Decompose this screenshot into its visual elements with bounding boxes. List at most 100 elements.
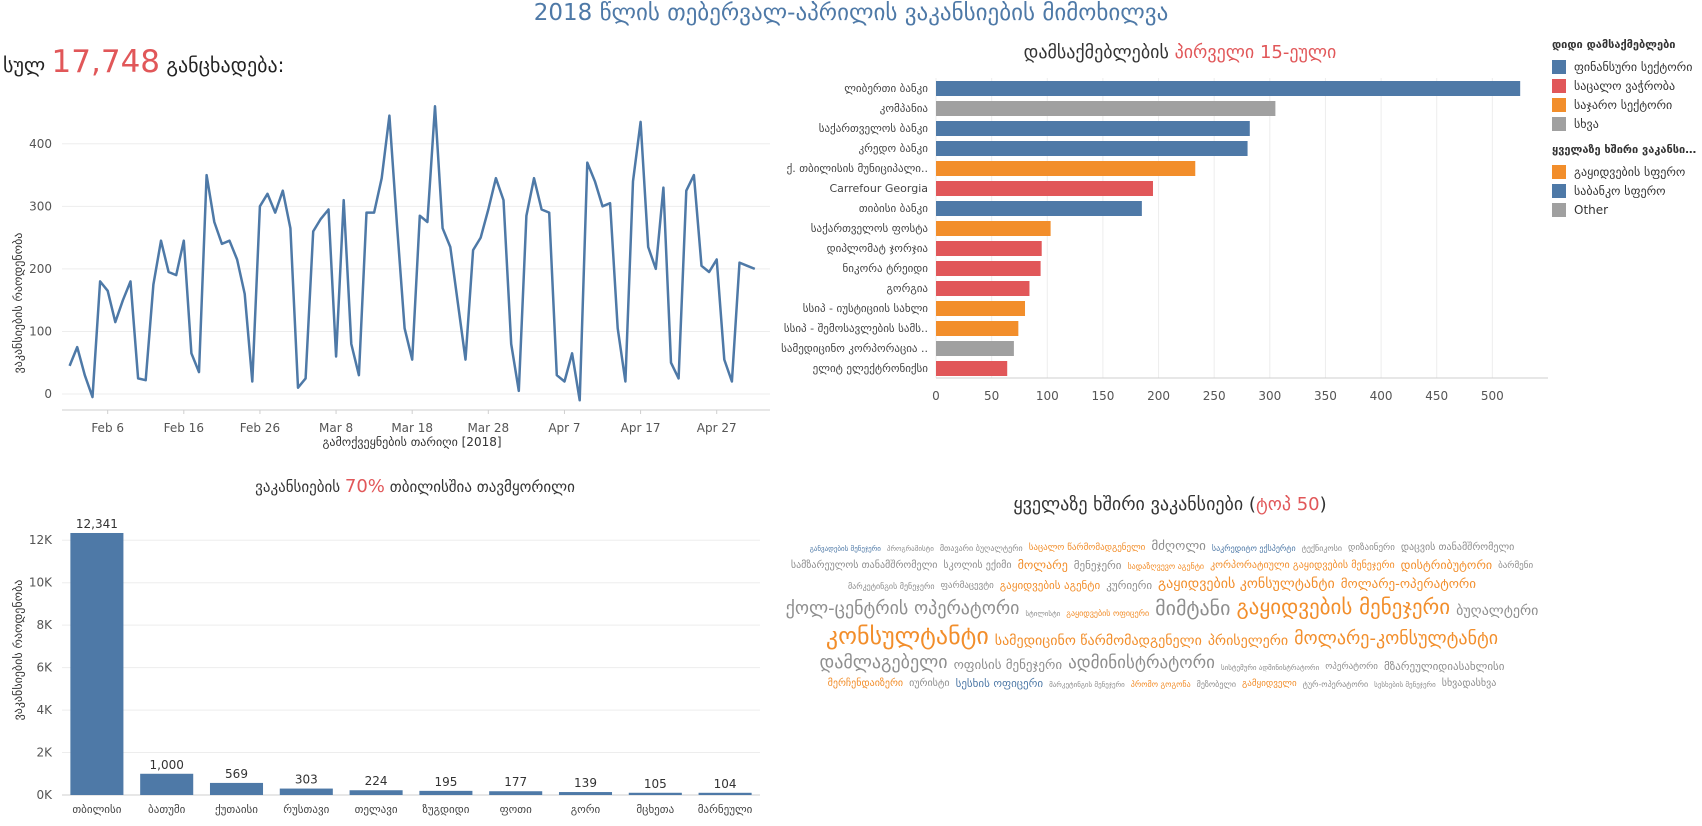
wordcloud-word[interactable]: სამზარეულოს თანამშრომელი bbox=[790, 560, 938, 571]
wordcloud-word[interactable]: ოფისის მენეჯერი bbox=[953, 658, 1063, 673]
wordcloud-word[interactable]: სესხის ოფიცერი bbox=[955, 677, 1044, 690]
cities-bar-chart: 12,341 1,000 569 303 224 195 177 139 105 104 თბილ… bbox=[11, 517, 760, 816]
wordcloud-word[interactable]: მარკეტინგის მენეჯერი bbox=[1049, 681, 1125, 689]
city-bar[interactable] bbox=[140, 773, 194, 795]
city-bar[interactable] bbox=[349, 790, 403, 795]
legend-item[interactable]: საბანკო სფერო bbox=[1552, 181, 1702, 200]
employer-label: საქართველოს ფოსტა bbox=[811, 222, 929, 235]
wordcloud-word[interactable]: კორპორატიული გაყიდვების მენეჯერი bbox=[1210, 560, 1395, 571]
wordcloud-word[interactable]: სესხების მენეჯერი bbox=[1374, 681, 1436, 689]
city-bar[interactable] bbox=[419, 790, 473, 795]
wordcloud-word[interactable]: დამლაგებელი bbox=[819, 652, 948, 673]
employer-bar[interactable] bbox=[936, 261, 1041, 276]
wordcloud-word[interactable]: მძღოლი bbox=[1151, 539, 1206, 554]
wordcloud-word[interactable]: პრისელერი bbox=[1207, 633, 1289, 649]
cities-y-tick: 4K bbox=[36, 703, 53, 717]
city-bar[interactable] bbox=[279, 788, 333, 795]
employer-bar[interactable] bbox=[936, 241, 1042, 256]
wordcloud-word[interactable]: ოპერატორი bbox=[1325, 662, 1378, 672]
cities-y-tick: 2K bbox=[36, 746, 53, 760]
wordcloud-word[interactable]: დიზაინერი bbox=[1348, 543, 1395, 553]
legend-item[interactable]: Other bbox=[1552, 200, 1702, 219]
employer-bar[interactable] bbox=[936, 141, 1248, 156]
wordcloud-word[interactable]: ბუღალტერი bbox=[1456, 603, 1539, 619]
wordcloud-word[interactable]: გაყიდვების მენეჯერი bbox=[1236, 595, 1451, 619]
wordcloud-word[interactable]: ტურ-ოპერატორი bbox=[1302, 680, 1369, 689]
wordcloud-word[interactable]: კონსულტანტი bbox=[825, 622, 989, 650]
wordcloud-word[interactable]: სტილისტი bbox=[1025, 610, 1061, 618]
wordcloud-word[interactable]: მოლარე-ოპერატორი bbox=[1340, 577, 1477, 592]
legend-item[interactable]: გაყიდვების სფერო bbox=[1552, 162, 1702, 181]
employer-bar[interactable] bbox=[936, 101, 1276, 116]
dashboard-title: 2018 წლის თებერვალ-აპრილის ვაკანსიების მ… bbox=[533, 0, 1169, 26]
wordcloud-word[interactable]: სადაზღვევო აგენტი bbox=[1127, 562, 1205, 571]
daily-postings-line-chart: 0 100 200 300 400 Feb 6 Feb 16 Feb 26 Mar 8 Mar … bbox=[11, 105, 770, 449]
legend-item[interactable]: ფინანსური სექტორი bbox=[1552, 57, 1702, 76]
wordcloud-word[interactable]: პრომო გოგონა bbox=[1130, 680, 1191, 689]
employer-bar[interactable] bbox=[936, 121, 1250, 136]
employers-x-tick: 450 bbox=[1425, 389, 1448, 403]
employer-bar[interactable] bbox=[936, 181, 1153, 196]
legend-item[interactable]: საცალო ვაჭრობა bbox=[1552, 76, 1702, 95]
city-bar[interactable] bbox=[209, 782, 264, 795]
legend-item[interactable]: საჯარო სექტორი bbox=[1552, 95, 1702, 114]
wordcloud-word[interactable]: იურისტი bbox=[909, 678, 950, 689]
legend-swatch bbox=[1552, 78, 1566, 93]
employer-bar[interactable] bbox=[936, 361, 1008, 376]
wordcloud-word[interactable]: მიმტანი bbox=[1155, 596, 1231, 620]
employer-bar[interactable] bbox=[936, 341, 1014, 356]
wordcloud-word[interactable]: პროგრამისტი bbox=[886, 545, 934, 553]
wordcloud-word[interactable]: მზარეულიდიასახლისი bbox=[1383, 660, 1505, 673]
wordcloud-word[interactable]: ქოლ-ცენტრის ოპერატორი bbox=[785, 598, 1020, 619]
wordcloud-word[interactable]: სხვადასხვა bbox=[1441, 678, 1497, 689]
city-label: თელავი bbox=[355, 803, 398, 816]
city-bar[interactable] bbox=[489, 791, 543, 795]
wordcloud-word[interactable]: დისტრიბუტორი bbox=[1400, 558, 1493, 572]
wordcloud-word[interactable]: ტექნიკოსი bbox=[1301, 544, 1343, 553]
wordcloud-word[interactable]: ადმინისტრატორი bbox=[1068, 653, 1215, 673]
wordcloud-word[interactable]: მოლარე-კონსულტანტი bbox=[1294, 628, 1499, 649]
wordcloud-word[interactable]: სისტემური ადმინისტრატორი bbox=[1220, 664, 1320, 672]
employer-bar[interactable] bbox=[936, 321, 1019, 336]
city-bar[interactable] bbox=[698, 792, 752, 795]
employer-label: კომპანია bbox=[880, 102, 929, 115]
wordcloud-word[interactable]: მარკეტინგის მენეჯერი bbox=[847, 582, 935, 591]
wordcloud-word[interactable]: საცალო წარმომადგენელი bbox=[1028, 543, 1146, 553]
city-bar[interactable] bbox=[70, 532, 124, 795]
wordcloud-word[interactable]: გამყიდველი bbox=[1242, 679, 1297, 689]
cities-y-tick: 0K bbox=[36, 788, 53, 802]
wordcloud-word[interactable]: გაყიდვების ოფიცერი bbox=[1066, 609, 1150, 618]
legend-title-employers: დიდი დამსაქმებლები bbox=[1552, 38, 1676, 51]
city-bar-value: 105 bbox=[644, 777, 667, 791]
line-chart-x-tick: Apr 27 bbox=[697, 421, 737, 435]
wordcloud-word[interactable]: განვადების მენეჯერი bbox=[809, 545, 881, 553]
employer-bar[interactable] bbox=[936, 301, 1026, 316]
employer-bar[interactable] bbox=[936, 201, 1142, 216]
wordcloud-word[interactable]: მენეჯერი bbox=[1073, 559, 1122, 572]
employer-label: დიპლომატ ჯორჯია bbox=[827, 242, 929, 255]
wordcloud-word[interactable]: მთავარი ბუღალტერი bbox=[939, 544, 1023, 553]
employer-bar[interactable] bbox=[936, 81, 1521, 96]
wordcloud-word[interactable]: გაყიდვების კონსულტანტი bbox=[1158, 576, 1335, 592]
wordcloud-word[interactable]: სკოლის ექიმი bbox=[943, 560, 1012, 571]
wordcloud-word[interactable]: სამედიცინო წარმომადგენელი bbox=[994, 633, 1202, 649]
employer-bar[interactable] bbox=[936, 221, 1051, 236]
employer-bar[interactable] bbox=[936, 281, 1030, 296]
city-label: თბილისი bbox=[72, 803, 121, 816]
wordcloud-word[interactable]: მეზობელი bbox=[1196, 680, 1237, 689]
city-bar[interactable] bbox=[628, 792, 682, 795]
daily-postings-line[interactable] bbox=[68, 105, 756, 402]
employer-bar[interactable] bbox=[936, 161, 1196, 176]
wordcloud-word[interactable]: ფარმაცევტი bbox=[940, 581, 994, 591]
legend-item[interactable]: სხვა bbox=[1552, 114, 1702, 133]
wordcloud-word[interactable]: საკრედიტო ექსპერტი bbox=[1211, 544, 1296, 553]
wordcloud-word[interactable]: გაყიდვების აგენტი bbox=[999, 579, 1101, 592]
wordcloud-word[interactable]: მერჩენდაიზერი bbox=[827, 678, 904, 689]
wordcloud-word[interactable]: მოლარე bbox=[1017, 558, 1068, 572]
wordcloud-word[interactable]: დაცვის თანამშრომელი bbox=[1400, 542, 1515, 553]
city-bar-value: 195 bbox=[434, 775, 457, 789]
city-bar[interactable] bbox=[558, 792, 613, 795]
cities-y-tick: 12K bbox=[29, 533, 53, 547]
wordcloud-word[interactable]: კურიერი bbox=[1106, 579, 1153, 592]
wordcloud-word[interactable]: ბარმენი bbox=[1498, 561, 1534, 571]
